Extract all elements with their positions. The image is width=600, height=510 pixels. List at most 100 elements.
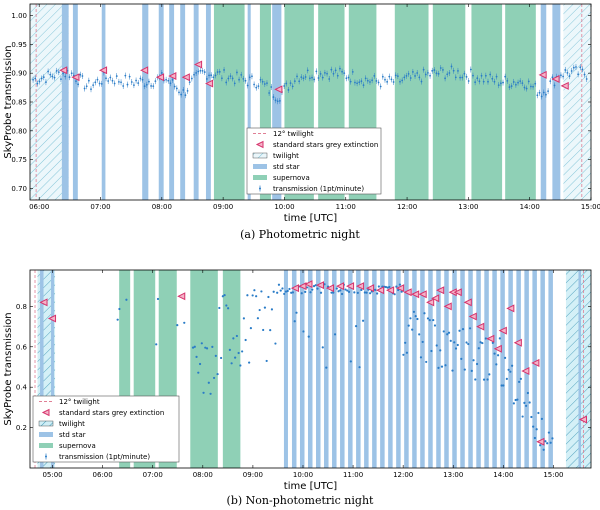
transmission-point bbox=[396, 75, 399, 78]
transmission-point bbox=[411, 328, 414, 331]
transmission-point bbox=[321, 76, 324, 79]
std-star-band bbox=[508, 270, 513, 468]
transmission-point bbox=[373, 75, 376, 77]
transmission-point bbox=[431, 69, 434, 72]
transmission-point bbox=[511, 364, 514, 367]
transmission-point bbox=[266, 82, 268, 85]
legend-label: twilight bbox=[273, 152, 299, 160]
standard-star-marker bbox=[476, 322, 485, 331]
transmission-point bbox=[276, 100, 279, 103]
transmission-point bbox=[407, 72, 410, 75]
standard-star-marker bbox=[386, 286, 395, 295]
transmission-point bbox=[530, 85, 532, 88]
transmission-point bbox=[340, 292, 344, 296]
transmission-point bbox=[175, 87, 178, 90]
transmission-point bbox=[486, 378, 489, 381]
y-tick-label: 0.2 bbox=[16, 424, 27, 432]
std-star-band bbox=[247, 4, 251, 200]
transmission-point bbox=[202, 391, 205, 394]
std-star-band bbox=[332, 270, 337, 468]
transmission-point bbox=[451, 369, 454, 372]
transmission-point bbox=[506, 80, 509, 82]
transmission-point bbox=[503, 356, 507, 359]
transmission-point bbox=[128, 75, 131, 78]
standard-star-marker bbox=[47, 314, 57, 323]
transmission-point bbox=[135, 79, 137, 82]
std-star-band bbox=[578, 270, 581, 468]
transmission-point bbox=[514, 398, 517, 402]
transmission-point bbox=[248, 361, 251, 364]
transmission-point bbox=[521, 415, 524, 418]
transmission-point bbox=[307, 335, 310, 338]
transmission-point bbox=[115, 75, 118, 77]
transmission-point bbox=[424, 73, 427, 76]
transmission-point bbox=[422, 68, 425, 71]
transmission-point bbox=[218, 70, 221, 73]
transmission-point bbox=[484, 337, 487, 340]
standard-star-marker bbox=[560, 81, 569, 90]
transmission-point bbox=[257, 85, 260, 88]
transmission-point bbox=[488, 373, 491, 376]
std-star-band bbox=[444, 270, 449, 468]
transmission-point bbox=[171, 78, 174, 81]
transmission-point bbox=[319, 291, 323, 294]
transmission-point bbox=[497, 84, 500, 87]
legend-swatch bbox=[39, 443, 53, 448]
transmission-point bbox=[272, 96, 275, 98]
transmission-point bbox=[308, 77, 311, 80]
transmission-point bbox=[416, 72, 419, 74]
transmission-point bbox=[545, 93, 547, 96]
transmission-point bbox=[335, 287, 338, 290]
std-star-band bbox=[158, 4, 164, 200]
legend-entry: twilight bbox=[38, 420, 85, 428]
transmission-point bbox=[392, 81, 395, 83]
transmission-point bbox=[317, 77, 320, 79]
x-tick-label: 12:00 bbox=[393, 471, 413, 479]
transmission-point bbox=[180, 93, 183, 96]
transmission-point bbox=[291, 291, 295, 294]
legend-entry: standard stars grey extinction bbox=[41, 408, 164, 417]
transmission-point bbox=[358, 81, 361, 84]
transmission-point bbox=[547, 431, 551, 434]
transmission-point bbox=[92, 84, 95, 87]
transmission-point bbox=[442, 330, 445, 333]
transmission-point bbox=[328, 78, 331, 80]
transmission-point bbox=[360, 80, 363, 83]
legend-entry: std star bbox=[253, 163, 300, 171]
y-tick-label: 0.85 bbox=[11, 99, 27, 107]
transmission-point bbox=[449, 339, 452, 342]
std-star-band bbox=[72, 4, 78, 200]
transmission-point bbox=[514, 83, 517, 86]
transmission-point bbox=[212, 376, 216, 380]
legend-label: standard stars grey extinction bbox=[273, 141, 378, 149]
transmission-point bbox=[137, 82, 140, 84]
transmission-point bbox=[377, 285, 380, 288]
std-star-band bbox=[324, 270, 329, 468]
transmission-point bbox=[313, 78, 316, 81]
transmission-point bbox=[525, 87, 528, 90]
legend-entry: standard stars grey extinction bbox=[255, 140, 378, 149]
transmission-point bbox=[324, 71, 326, 74]
transmission-point bbox=[456, 343, 459, 347]
transmission-point bbox=[105, 77, 107, 80]
transmission-point bbox=[62, 72, 65, 75]
transmission-point bbox=[439, 349, 442, 352]
transmission-point bbox=[201, 69, 204, 72]
transmission-point bbox=[221, 295, 224, 298]
transmission-point bbox=[493, 80, 496, 83]
transmission-point bbox=[339, 67, 341, 70]
legend-entry: supernova bbox=[253, 174, 310, 182]
transmission-point bbox=[300, 292, 303, 295]
standard-star-marker bbox=[536, 437, 545, 446]
transmission-point bbox=[124, 74, 127, 77]
transmission-point bbox=[244, 79, 247, 82]
transmission-point bbox=[491, 341, 494, 344]
transmission-point bbox=[366, 79, 369, 82]
transmission-point bbox=[229, 75, 232, 78]
transmission-point bbox=[409, 77, 412, 79]
standard-star-marker bbox=[418, 290, 427, 299]
transmission-point bbox=[296, 75, 298, 78]
standard-star-marker bbox=[155, 73, 165, 82]
x-tick-label: 08:00 bbox=[152, 203, 172, 211]
std-star-band bbox=[299, 270, 305, 468]
